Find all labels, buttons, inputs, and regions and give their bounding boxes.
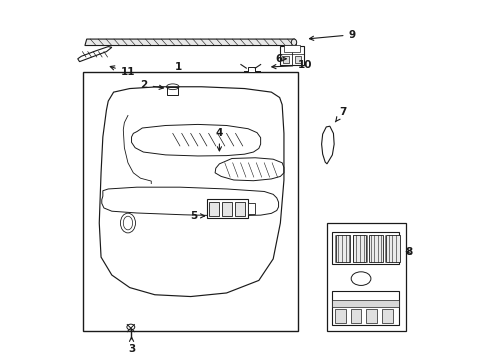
Text: 11: 11 (110, 66, 135, 77)
Bar (368, 234, 382, 262)
Bar (350, 309, 361, 323)
Text: 6: 6 (274, 54, 285, 64)
Bar (167, 87, 178, 95)
Text: 7: 7 (335, 107, 346, 122)
Bar (352, 234, 366, 262)
Bar (280, 45, 303, 65)
Bar (83, 72, 298, 330)
Bar (206, 199, 247, 218)
Bar (284, 45, 299, 51)
Bar (282, 56, 289, 63)
Bar (332, 232, 398, 264)
Text: 1: 1 (174, 62, 182, 72)
Bar (332, 291, 398, 325)
Text: 10: 10 (271, 60, 312, 70)
Bar (332, 300, 398, 307)
Bar (326, 223, 405, 330)
Bar (366, 309, 376, 323)
Bar (386, 234, 399, 262)
Bar (334, 309, 345, 323)
Bar (335, 234, 349, 262)
Bar (222, 202, 232, 216)
Text: 2: 2 (140, 80, 163, 90)
Text: 3: 3 (128, 337, 135, 354)
Bar (235, 202, 244, 216)
Bar (209, 202, 219, 216)
Bar (294, 56, 301, 63)
Text: 8: 8 (405, 247, 412, 257)
Bar (382, 309, 392, 323)
Text: 9: 9 (309, 30, 355, 40)
Ellipse shape (291, 39, 296, 45)
Bar (247, 203, 254, 214)
Text: 4: 4 (215, 129, 223, 151)
Polygon shape (85, 39, 296, 45)
Text: 5: 5 (190, 211, 204, 221)
Bar (247, 67, 255, 72)
